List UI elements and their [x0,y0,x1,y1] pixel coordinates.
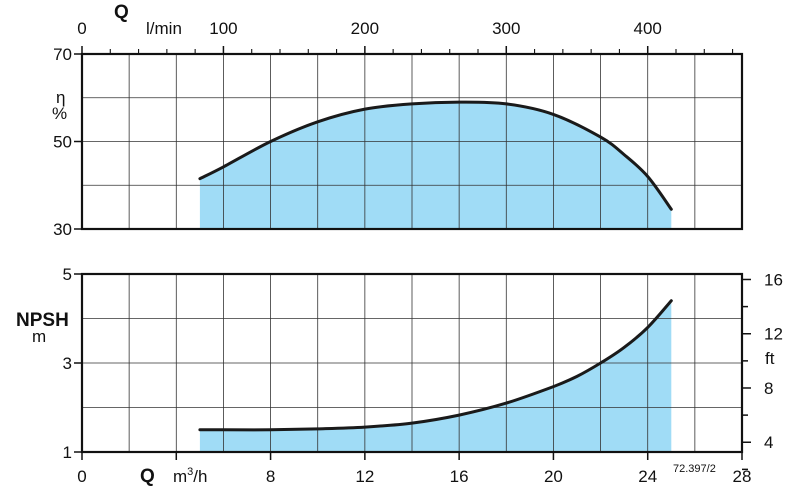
feet-axis-tick-label: 4 [764,433,773,452]
npsh-panel: 1 3 5 0 8 12 16 20 24 28 4 8 12 16 [63,265,783,486]
bottom-axis-tick-label: 20 [544,467,563,486]
bottom-axis-symbol: Q [140,466,155,487]
bottom-axis-tick-label: 8 [266,467,275,486]
top-axis-tick-label: 100 [209,19,237,38]
bottom-axis-tick-label: 28 [733,467,752,486]
bottom-axis-tick-label: 24 [638,467,657,486]
top-axis-symbol: Q [114,2,129,23]
top-axis-tick-label: 0 [77,19,86,38]
bottom-axis-unit-tail: /h [193,467,207,486]
npsh-y-tick-label: 1 [63,443,72,462]
feet-axis-tick-label: 16 [764,270,783,289]
efficiency-panel: 30 50 70 0 100 200 300 400 [53,19,744,239]
feet-axis-tick-label: 8 [764,379,773,398]
efficiency-curve [198,100,673,211]
bottom-axis-unit-sup: 3 [187,466,193,478]
axis-labels: Q l/min η % NPSH m ft Q m3/h 72.397/2 [16,2,775,487]
feet-axis-unit: ft [765,349,775,368]
top-axis-unit: l/min [146,19,182,38]
top-axis-tick-label: 400 [634,19,662,38]
bottom-axis-unit: m3/h [173,466,207,486]
top-axis-tick-label: 300 [492,19,520,38]
efficiency-y-tick-label: 30 [53,220,72,239]
bottom-axis-tick-label: 16 [450,467,469,486]
efficiency-y-tick-label: 70 [53,45,72,64]
npsh-axis-label: NPSH [16,310,69,331]
feet-axis-tick-label: 12 [764,325,783,344]
top-axis-tick-label: 200 [351,19,379,38]
npsh-y-tick-label: 3 [63,354,72,373]
bottom-axis-tick-label: 0 [77,467,86,486]
bottom-axis-tick-label: 12 [355,467,374,486]
efficiency-symbol: η [56,88,65,107]
npsh-curve [198,299,673,432]
npsh-axis-unit: m [32,327,46,346]
reference-code: 72.397/2 [673,463,716,475]
npsh-y-tick-label: 5 [63,265,72,284]
efficiency-y-tick-label: 50 [53,133,72,152]
bottom-axis-unit-base: m [173,467,187,486]
efficiency-unit: % [52,104,67,123]
